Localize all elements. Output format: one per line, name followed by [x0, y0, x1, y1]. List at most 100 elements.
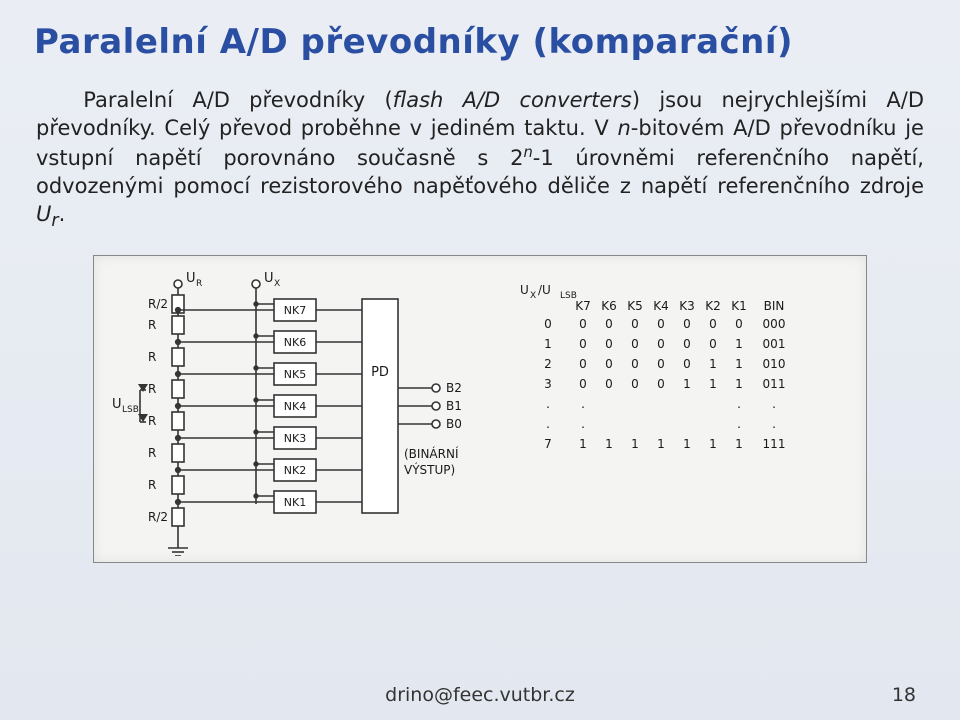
svg-text:1: 1: [683, 377, 691, 391]
svg-text:0: 0: [709, 337, 717, 351]
svg-text:1: 1: [709, 377, 717, 391]
svg-text:X: X: [530, 291, 536, 301]
svg-text:0: 0: [605, 337, 613, 351]
svg-text:B0: B0: [446, 417, 462, 431]
svg-text:B2: B2: [446, 381, 462, 395]
svg-text:0: 0: [579, 317, 587, 331]
svg-text:0: 0: [605, 317, 613, 331]
svg-text:NK7: NK7: [284, 304, 306, 317]
para-italic: flash A/D converters: [393, 88, 632, 112]
svg-text:X: X: [274, 279, 280, 289]
svg-text:1: 1: [735, 377, 743, 391]
svg-text:NK6: NK6: [284, 336, 306, 349]
svg-text:2: 2: [544, 357, 552, 371]
svg-text:000: 000: [763, 317, 786, 331]
para-text: Paralelní A/D převodníky (: [83, 88, 392, 112]
svg-text:NK5: NK5: [284, 368, 306, 381]
svg-text:0: 0: [579, 337, 587, 351]
para-italic: n: [617, 116, 630, 140]
svg-text:1: 1: [735, 337, 743, 351]
svg-text:K7: K7: [575, 299, 591, 313]
svg-text:.: .: [737, 397, 741, 411]
svg-text:B1: B1: [446, 399, 462, 413]
svg-text:0: 0: [544, 317, 552, 331]
svg-text:K1: K1: [731, 299, 747, 313]
svg-text:1: 1: [735, 437, 743, 451]
svg-text:K6: K6: [601, 299, 617, 313]
svg-text:0: 0: [683, 337, 691, 351]
svg-text:1: 1: [657, 437, 665, 451]
svg-text:0: 0: [735, 317, 743, 331]
svg-text:(BINÁRNÍ: (BINÁRNÍ: [404, 446, 459, 461]
svg-text:R: R: [148, 350, 156, 364]
svg-text:1: 1: [544, 337, 552, 351]
svg-text:NK1: NK1: [284, 496, 306, 509]
svg-text:R: R: [148, 446, 156, 460]
para-text: .: [59, 202, 66, 226]
svg-text:1: 1: [709, 357, 717, 371]
svg-text:U: U: [264, 271, 274, 286]
svg-text:BIN: BIN: [764, 299, 785, 313]
svg-text:R: R: [196, 279, 202, 289]
svg-text:0: 0: [631, 337, 639, 351]
svg-text:0: 0: [709, 317, 717, 331]
svg-text:0: 0: [683, 357, 691, 371]
svg-text:.: .: [546, 417, 550, 431]
svg-text:0: 0: [657, 357, 665, 371]
svg-text:0: 0: [631, 377, 639, 391]
circuit-diagram: URUXR/2RRRRRRR/2ULSBNK7NK6NK5NK4NK3NK2NK…: [106, 264, 854, 556]
para-sup: n: [523, 144, 532, 161]
svg-text:.: .: [546, 397, 550, 411]
svg-text:U: U: [520, 283, 529, 297]
svg-text:.: .: [737, 417, 741, 431]
svg-text:VÝSTUP): VÝSTUP): [404, 462, 455, 477]
svg-text:7: 7: [544, 437, 552, 451]
page-title: Paralelní A/D převodníky (komparační): [34, 22, 926, 62]
svg-text:NK3: NK3: [284, 432, 306, 445]
svg-text:0: 0: [631, 317, 639, 331]
svg-text:1: 1: [735, 357, 743, 371]
svg-text:0: 0: [657, 337, 665, 351]
svg-text:.: .: [772, 417, 776, 431]
body-paragraph: Paralelní A/D převodníky (flash A/D conv…: [34, 86, 926, 234]
svg-text:K5: K5: [627, 299, 643, 313]
svg-text:.: .: [581, 397, 585, 411]
svg-text:.: .: [581, 417, 585, 431]
svg-text:0: 0: [579, 377, 587, 391]
svg-text:PD: PD: [371, 365, 389, 380]
svg-text:1: 1: [709, 437, 717, 451]
svg-text:0: 0: [605, 377, 613, 391]
svg-text:0: 0: [605, 357, 613, 371]
svg-text:LSB: LSB: [122, 405, 139, 415]
svg-text:K2: K2: [705, 299, 721, 313]
para-italic: U: [36, 202, 51, 226]
page-number: 18: [892, 684, 916, 706]
svg-text:K3: K3: [679, 299, 695, 313]
svg-text:0: 0: [631, 357, 639, 371]
svg-text:R/2: R/2: [148, 510, 168, 524]
svg-text:0: 0: [683, 317, 691, 331]
svg-text:/U: /U: [538, 283, 551, 297]
svg-text:NK2: NK2: [284, 464, 306, 477]
svg-text:NK4: NK4: [284, 400, 306, 413]
footer-email: drino@feec.vutbr.cz: [0, 684, 960, 706]
svg-text:U: U: [112, 397, 122, 412]
svg-text:R: R: [148, 478, 156, 492]
svg-text:1: 1: [683, 437, 691, 451]
svg-text:.: .: [772, 397, 776, 411]
svg-text:3: 3: [544, 377, 552, 391]
svg-text:0: 0: [579, 357, 587, 371]
svg-text:0: 0: [657, 377, 665, 391]
para-sub: r: [51, 212, 58, 232]
svg-text:111: 111: [763, 437, 786, 451]
svg-text:R/2: R/2: [148, 297, 168, 311]
diagram-container: URUXR/2RRRRRRR/2ULSBNK7NK6NK5NK4NK3NK2NK…: [93, 255, 867, 563]
svg-text:U: U: [186, 271, 196, 286]
svg-text:R: R: [148, 414, 156, 428]
svg-text:011: 011: [763, 377, 786, 391]
svg-text:1: 1: [579, 437, 587, 451]
svg-text:0: 0: [657, 317, 665, 331]
svg-text:K4: K4: [653, 299, 669, 313]
svg-text:010: 010: [763, 357, 786, 371]
svg-text:001: 001: [763, 337, 786, 351]
